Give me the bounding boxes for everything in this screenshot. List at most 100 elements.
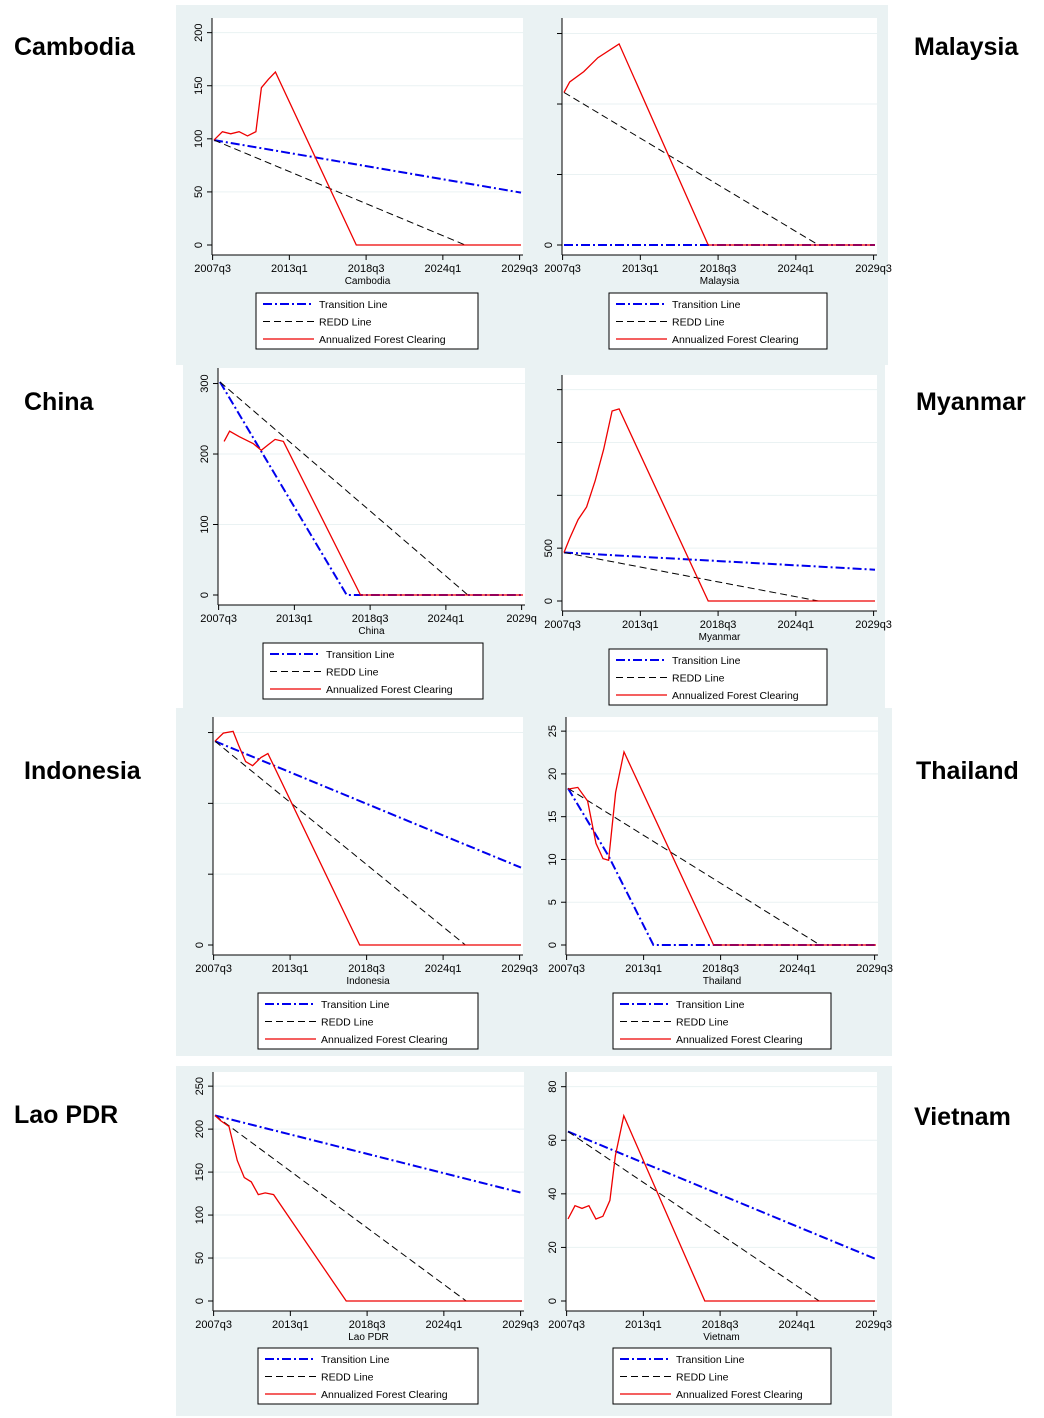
y-tick-label: 500 [543, 539, 555, 557]
legend-label-clearing: Annualized Forest Clearing [676, 1034, 803, 1046]
legend-box [257, 992, 479, 1050]
y-tick-label: 200 [199, 445, 211, 463]
chart-panel-1: 0 2007q3 2013q1 2018q3 2024q1 2029q3 Malaysia T… [543, 18, 892, 350]
x-tick-label: 2018q3 [349, 1319, 386, 1331]
x-tick-label: 2007q3 [548, 1319, 585, 1331]
y-tick-label: 20 [547, 768, 559, 780]
y-tick-label: 0 [194, 942, 206, 948]
y-tick-label: 200 [194, 1120, 206, 1138]
plot-area [566, 1072, 877, 1311]
x-tick-label: 2024q1 [425, 1319, 462, 1331]
country-label-thailand: Thailand [916, 757, 1019, 785]
legend-label-transition: Transition Line [319, 299, 388, 311]
x-tick-label: 2013q1 [272, 963, 309, 975]
y-tick-label: 5 [547, 899, 559, 905]
x-tick-label: 2007q3 [544, 263, 581, 275]
plot-area [218, 368, 525, 605]
plot-area [562, 18, 877, 255]
y-tick-label: 0 [547, 942, 559, 948]
x-tick-label: 2018q3 [348, 263, 385, 275]
series-line-clearing [213, 70, 521, 246]
chart-panel-2: 0 100 200 300 2007q3 2013q1 2018q3 2024q1 2029q C… [199, 368, 537, 700]
x-tick-label: 2024q1 [777, 263, 814, 275]
series-line-clearing [223, 430, 523, 596]
y-tick-label: 0 [543, 242, 555, 248]
country-label-indonesia: Indonesia [24, 757, 141, 785]
legend-label-redd: REDD Line [321, 1372, 374, 1384]
legend-label-redd: REDD Line [672, 673, 725, 685]
chart-panel-7: 0 20 40 60 80 2007q3 2013q1 2018q3 2024q1 2029q3 V… [547, 1072, 892, 1405]
legend-box [612, 1347, 832, 1405]
series-line-transition [214, 740, 522, 869]
series-line-clearing [567, 1113, 875, 1302]
y-tick-label: 40 [547, 1188, 559, 1200]
legend-label-transition: Transition Line [326, 649, 395, 661]
x-tick-label: 2013q1 [276, 613, 313, 625]
x-tick-label: 2013q1 [622, 263, 659, 275]
y-tick-label: 25 [547, 725, 559, 737]
x-axis-title: Cambodia [345, 276, 391, 287]
x-tick-label: 2029q3 [855, 1319, 892, 1331]
x-tick-label: 2007q3 [194, 263, 231, 275]
x-tick-label: 2018q3 [352, 613, 389, 625]
y-tick-label: 150 [194, 1163, 206, 1181]
x-tick-label: 2018q3 [702, 963, 739, 975]
y-tick-label: 20 [547, 1241, 559, 1253]
y-tick-label: 80 [547, 1081, 559, 1093]
x-tick-label: 2029q3 [502, 1319, 539, 1331]
x-tick-label: 2024q1 [779, 963, 816, 975]
x-tick-label: 2029q3 [856, 963, 893, 975]
plot-area [213, 1072, 524, 1311]
y-tick-label: 0 [194, 1298, 206, 1304]
x-tick-label: 2029q3 [501, 963, 538, 975]
y-tick-label: 100 [199, 515, 211, 533]
series-line-transition [213, 139, 522, 194]
legend-label-redd: REDD Line [319, 317, 372, 329]
y-tick-label: 60 [547, 1134, 559, 1146]
plot-area [566, 717, 878, 955]
chart-panel-6: 0 50 100 150 200 250 2007q3 2013q1 2018q3 2024q1 2… [194, 1072, 539, 1405]
country-label-cambodia: Cambodia [14, 33, 135, 61]
x-axis-title: Lao PDR [348, 1332, 389, 1343]
legend-label-clearing: Annualized Forest Clearing [676, 1389, 803, 1401]
legend-label-transition: Transition Line [321, 1354, 390, 1366]
series-line-transition [563, 551, 876, 571]
x-tick-label: 2018q3 [700, 619, 737, 631]
x-tick-label: 2007q3 [195, 1319, 232, 1331]
y-tick-label: 0 [543, 598, 555, 604]
x-axis-title: Malaysia [700, 276, 740, 287]
x-axis-title: China [358, 626, 385, 637]
legend-label-transition: Transition Line [676, 999, 745, 1011]
chart-panel-3: 0 500 2007q3 2013q1 2018q3 2024q1 2029q3 Myanma… [543, 375, 892, 706]
y-tick-label: 10 [547, 853, 559, 865]
x-tick-label: 2029q3 [501, 263, 538, 275]
legend-box [255, 292, 479, 350]
legend-label-clearing: Annualized Forest Clearing [672, 334, 799, 346]
legend-label-transition: Transition Line [672, 299, 741, 311]
legend-label-redd: REDD Line [672, 317, 725, 329]
series-line-clearing [567, 749, 876, 946]
legend-label-clearing: Annualized Forest Clearing [321, 1389, 448, 1401]
legend-box [608, 292, 828, 350]
legend-box [257, 1347, 479, 1405]
x-axis-title: Thailand [703, 976, 741, 987]
y-tick-label: 0 [193, 242, 205, 248]
x-tick-label: 2024q1 [428, 613, 465, 625]
y-tick-label: 100 [193, 130, 205, 148]
legend-label-transition: Transition Line [676, 1354, 745, 1366]
x-tick-label: 2024q1 [425, 963, 462, 975]
legend-label-redd: REDD Line [676, 1372, 729, 1384]
y-tick-label: 15 [547, 811, 559, 823]
series-line-transition [214, 1114, 523, 1194]
series-line-clearing [563, 42, 875, 246]
x-tick-label: 2018q3 [348, 963, 385, 975]
x-tick-label: 2013q1 [625, 963, 662, 975]
x-axis-title: Vietnam [703, 1332, 740, 1343]
x-tick-label: 2029q3 [855, 619, 892, 631]
x-tick-label: 2029q [506, 613, 537, 625]
legend-label-redd: REDD Line [326, 667, 379, 679]
x-tick-label: 2013q1 [271, 263, 308, 275]
x-tick-label: 2024q1 [778, 1319, 815, 1331]
x-tick-label: 2007q3 [195, 963, 232, 975]
